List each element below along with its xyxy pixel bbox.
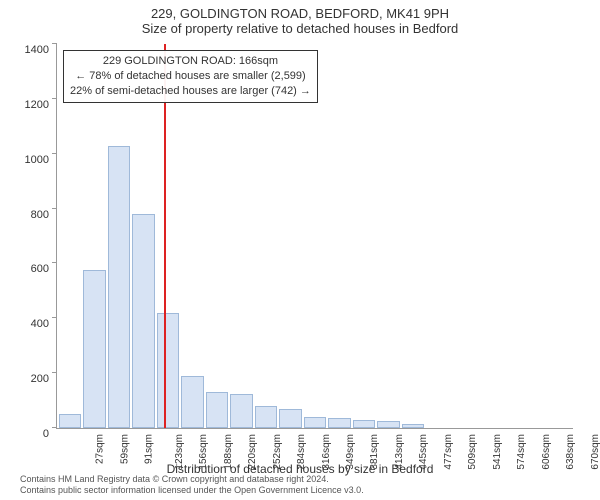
histogram-bar (206, 392, 228, 428)
histogram-bar (304, 417, 326, 428)
anno-line-1: 229 GOLDINGTON ROAD: 166sqm (70, 54, 311, 69)
footer-line-2: Contains public sector information licen… (20, 485, 364, 496)
histogram-bar (108, 146, 130, 429)
anno-line-2: ← 78% of detached houses are smaller (2,… (70, 69, 311, 84)
chart-subtitle: Size of property relative to detached ho… (0, 21, 600, 38)
histogram-bar (353, 420, 375, 428)
histogram-bar (132, 214, 154, 428)
histogram-bar (402, 424, 424, 428)
y-tick-label: 400 (31, 318, 49, 330)
x-tick-label: 91sqm (144, 434, 155, 464)
plot-area: 020040060080010001200140027sqm59sqm91sqm… (56, 44, 573, 429)
y-tick-label: 200 (31, 373, 49, 385)
histogram-bar (328, 418, 350, 428)
histogram-bar (59, 414, 81, 428)
anno-line-3: 22% of semi-detached houses are larger (… (70, 84, 311, 99)
y-tick-label: 800 (31, 209, 49, 221)
footer-line-1: Contains HM Land Registry data © Crown c… (20, 474, 364, 485)
chart-title: 229, GOLDINGTON ROAD, BEDFORD, MK41 9PH (0, 0, 600, 21)
y-tick-label: 1200 (25, 99, 49, 111)
x-tick-label: 59sqm (119, 434, 130, 464)
histogram-bar (279, 409, 301, 428)
histogram-bar (157, 313, 179, 428)
y-tick-label: 600 (31, 263, 49, 275)
histogram-bar (255, 406, 277, 428)
y-tick-label: 0 (43, 428, 49, 440)
footer-attribution: Contains HM Land Registry data © Crown c… (20, 474, 364, 496)
annotation-box: 229 GOLDINGTON ROAD: 166sqm← 78% of deta… (63, 50, 318, 103)
histogram-bar (181, 376, 203, 428)
histogram-bar (83, 270, 105, 428)
histogram-bar (230, 394, 252, 428)
y-tick-label: 1400 (25, 44, 49, 56)
x-tick-label: 27sqm (95, 434, 106, 464)
chart-container: 229, GOLDINGTON ROAD, BEDFORD, MK41 9PH … (0, 0, 600, 500)
histogram-bar (377, 421, 399, 428)
y-tick-label: 1000 (25, 154, 49, 166)
